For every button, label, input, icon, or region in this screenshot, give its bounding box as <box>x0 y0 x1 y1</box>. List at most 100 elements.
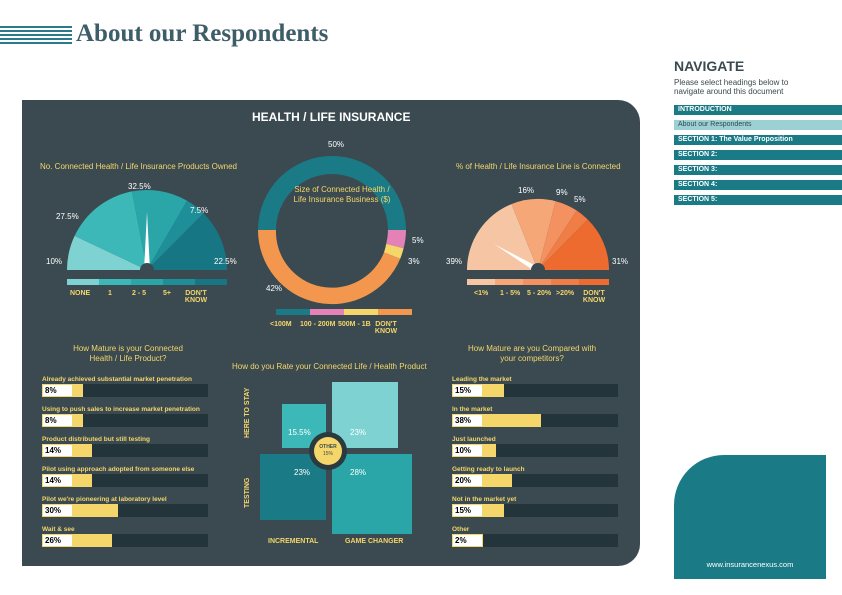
left-gauge-legend-none: NONE <box>70 290 91 297</box>
left-gauge-legend-swatch-1 <box>99 279 131 285</box>
right-gauge-segment-dont-know <box>538 219 609 270</box>
maturity-row-track: 8% <box>42 384 208 397</box>
donut-segment-lt100m <box>258 156 406 230</box>
right-gauge-segment-lt1 <box>467 204 538 270</box>
right-gauge-legend-lt1: <1% <box>474 290 489 297</box>
left-gauge-segment-5plus <box>147 200 204 270</box>
maturity-title: How Mature is your Connected Health / Li… <box>73 344 183 363</box>
brand-block <box>674 455 826 579</box>
donut-center-label: Size of Connected Health / Life Insuranc… <box>293 185 391 204</box>
nav-item-introduction[interactable]: INTRODUCTION <box>674 105 842 115</box>
competitors-row-label: Leading the market <box>452 376 512 383</box>
maturity-row-label: Product distributed but still testing <box>42 436 150 443</box>
maturity-row: Pilot we're pioneering at laboratory lev… <box>42 496 212 526</box>
right-gauge-legend-swatch-3 <box>551 279 579 285</box>
nav-item-section-3[interactable]: SECTION 3: <box>674 165 842 175</box>
competitors-row-track: 20% <box>452 474 618 487</box>
matrix-y-label-here-to-stay: HERE TO STAY <box>244 387 251 438</box>
matrix-cell-bottom-right <box>332 454 412 534</box>
maturity-row-value: 14% <box>43 475 72 486</box>
donut-value-500m-1b: 3% <box>408 257 420 266</box>
nav-item-section-4[interactable]: SECTION 4: <box>674 180 842 190</box>
matrix-center-value: 15% <box>322 451 333 457</box>
maturity-row: Using to push sales to increase market p… <box>42 406 212 436</box>
left-gauge-chart <box>66 189 228 285</box>
competitors-row: Getting ready to launch 20% <box>452 466 622 496</box>
competitors-row-track: 2% <box>452 534 618 547</box>
matrix-cell-top-right <box>332 382 398 448</box>
right-gauge-segment-1-5 <box>511 198 556 270</box>
matrix-value-bottom-right: 28% <box>350 468 367 477</box>
donut-legend-swatch-2 <box>344 309 378 315</box>
nav-item-section-1[interactable]: SECTION 1: The Value Proposition <box>674 135 842 145</box>
donut-legend-swatch-3 <box>378 309 412 315</box>
maturity-row-label: Pilot we're pioneering at laboratory lev… <box>42 496 167 503</box>
maturity-row-value: 8% <box>43 385 72 396</box>
maturity-row-track: 30% <box>42 504 208 517</box>
matrix-x-label-incremental: INCREMENTAL <box>268 538 319 545</box>
competitors-row-value: 10% <box>453 445 482 456</box>
left-gauge-segment-1 <box>74 191 147 270</box>
competitors-row-label: Just launched <box>452 436 496 443</box>
matrix-y-label-testing: TESTING <box>244 477 251 508</box>
navigate-title: NAVIGATE <box>674 58 745 74</box>
left-gauge-legend-dont-know: DON'T KNOW <box>184 290 208 304</box>
nav-item-about-respondents[interactable]: About our Respondents <box>674 120 842 130</box>
right-gauge-title: % of Health / Life Insurance Line is Con… <box>456 162 621 171</box>
maturity-row-label: Using to push sales to increase market p… <box>42 406 200 413</box>
donut-legend-500m-1b: 500M - 1B <box>338 321 371 328</box>
left-gauge-value-1: 27.5% <box>56 212 79 221</box>
left-gauge-segment-dont-know <box>147 213 228 270</box>
donut-value-100-200m: 5% <box>412 236 424 245</box>
right-gauge-hub <box>531 263 545 277</box>
left-gauge-value-2-5: 32.5% <box>128 182 151 191</box>
nav-item-section-5[interactable]: SECTION 5: <box>674 195 842 205</box>
left-gauge-legend-2-5: 2 - 5 <box>132 290 147 297</box>
donut-legend-swatch-0 <box>276 309 310 315</box>
left-gauge-legend-swatch-3 <box>163 279 195 285</box>
right-gauge-legend-1-5: 1 - 5% <box>500 290 521 297</box>
maturity-row-label: Already achieved substantial market pene… <box>42 376 192 383</box>
left-gauge-value-5plus: 7.5% <box>190 206 209 215</box>
donut-chart <box>257 156 412 315</box>
right-gauge-needle <box>494 244 540 272</box>
maturity-row: Already achieved substantial market pene… <box>42 376 212 406</box>
right-gauge-value-5-20: 9% <box>556 188 568 197</box>
donut-segment-100-200m <box>386 230 406 249</box>
maturity-row-value: 30% <box>43 505 72 516</box>
competitors-row-label: Other <box>452 526 470 533</box>
matrix-x-label-game-changer: GAME CHANGER <box>345 538 404 545</box>
website-link[interactable]: www.insurancenexus.com <box>706 560 794 569</box>
donut-legend-swatch-1 <box>310 309 344 315</box>
maturity-row-track: 26% <box>42 534 208 547</box>
matrix-center-label: OTHER <box>319 444 337 450</box>
left-gauge-needle <box>144 212 150 270</box>
left-gauge-legend-5plus: 5+ <box>163 290 171 297</box>
right-gauge-legend-gt20: >20% <box>556 290 575 297</box>
competitors-row: Just launched 10% <box>452 436 622 466</box>
maturity-row-value: 8% <box>43 415 72 426</box>
competitors-row: Not in the market yet 15% <box>452 496 622 526</box>
right-gauge-segment-gt20 <box>538 210 588 270</box>
right-gauge-value-1-5: 16% <box>518 186 535 195</box>
competitors-row-label: Not in the market yet <box>452 496 517 503</box>
competitors-row-label: Getting ready to launch <box>452 466 525 473</box>
competitors-row-value: 20% <box>453 475 482 486</box>
donut-value-dont-know: 42% <box>266 284 283 293</box>
right-gauge-value-lt1: 39% <box>446 257 463 266</box>
donut-legend-lt100m: <100M <box>270 321 292 328</box>
nav-item-section-2[interactable]: SECTION 2: <box>674 150 842 160</box>
competitors-row-value: 38% <box>453 415 482 426</box>
maturity-row-value: 26% <box>43 535 72 546</box>
maturity-row-track: 14% <box>42 474 208 487</box>
competitors-row-value: 15% <box>453 505 482 516</box>
competitors-row: In the market 38% <box>452 406 622 436</box>
maturity-row-label: Wait & see <box>42 526 75 533</box>
left-gauge-segment-none <box>66 235 147 270</box>
matrix-value-top-left: 15.5% <box>288 428 311 437</box>
right-gauge-legend-dont-know: DON'T KNOW <box>582 290 606 304</box>
left-gauge-value-dont-know: 22.5% <box>214 257 237 266</box>
competitors-row-track: 10% <box>452 444 618 457</box>
donut-legend-dont-know: DON'T KNOW <box>374 321 398 335</box>
right-gauge-chart <box>467 198 609 285</box>
